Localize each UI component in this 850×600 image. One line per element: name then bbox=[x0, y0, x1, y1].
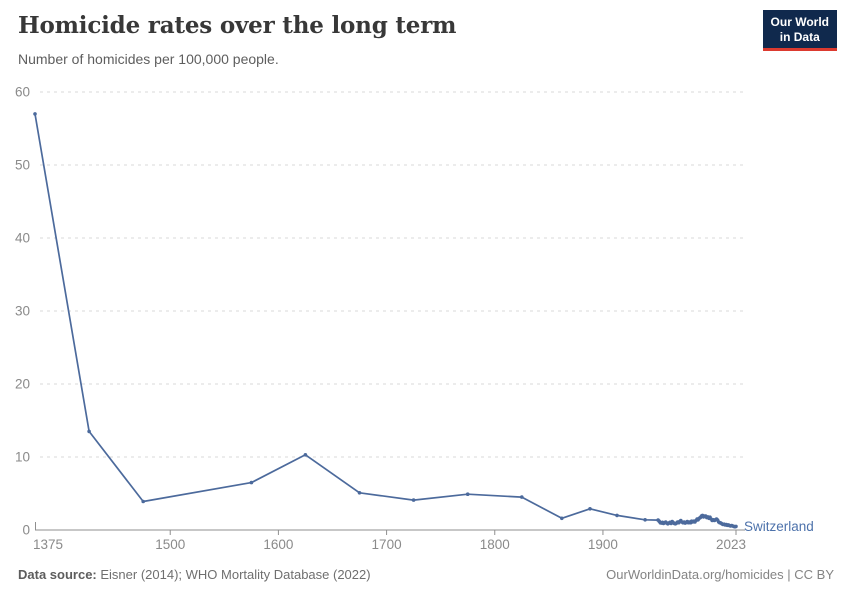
series-end-label-switzerland[interactable]: Switzerland bbox=[744, 519, 814, 534]
data-point[interactable] bbox=[734, 524, 738, 529]
license-credit-link[interactable]: OurWorldinData.org/homicides | CC BY bbox=[606, 567, 834, 582]
data-point[interactable] bbox=[615, 513, 619, 518]
x-tick-label-1375: 1375 bbox=[33, 537, 63, 552]
y-tick-label-30: 30 bbox=[15, 304, 30, 319]
data-point[interactable] bbox=[303, 453, 308, 457]
chart-canvas: 0 10 20 30 40 50 60 1375 1500 1600 1700 1800 1900 202… bbox=[15, 85, 814, 553]
chart-title: Homicide rates over the long term bbox=[18, 12, 457, 39]
x-tick-label-1700: 1700 bbox=[372, 537, 402, 552]
owid-logo-line2: in Data bbox=[779, 30, 820, 44]
data-point[interactable] bbox=[588, 507, 592, 511]
y-tick-label-50: 50 bbox=[15, 158, 30, 173]
chart-footer: Data source: Eisner (2014); WHO Mortalit… bbox=[18, 567, 834, 582]
data-point[interactable] bbox=[141, 499, 145, 504]
data-source-label: Data source: bbox=[18, 567, 97, 582]
data-source-note: Data source: Eisner (2014); WHO Mortalit… bbox=[18, 567, 371, 582]
owid-logo[interactable]: Our World in Data bbox=[762, 10, 837, 51]
data-point[interactable] bbox=[249, 480, 254, 485]
data-point[interactable] bbox=[560, 516, 564, 521]
data-source-text: Eisner (2014); WHO Mortality Database (2… bbox=[96, 567, 371, 582]
y-tick-label-0: 0 bbox=[22, 523, 30, 538]
data-point[interactable] bbox=[520, 495, 524, 499]
y-tick-label-60: 60 bbox=[15, 85, 30, 100]
x-tick-label-1600: 1600 bbox=[263, 537, 293, 552]
x-tick-label-1800: 1800 bbox=[480, 537, 510, 552]
x-tick-label-1900: 1900 bbox=[588, 537, 618, 552]
chart-subtitle: Number of homicides per 100,000 people. bbox=[18, 51, 279, 67]
y-tick-label-10: 10 bbox=[15, 450, 30, 465]
y-tick-label-40: 40 bbox=[15, 231, 30, 246]
data-point[interactable] bbox=[357, 491, 362, 495]
series-line-switzerland[interactable] bbox=[34, 113, 737, 528]
x-tick-label-1500: 1500 bbox=[155, 537, 185, 552]
y-tick-label-20: 20 bbox=[15, 377, 30, 392]
data-point[interactable] bbox=[465, 492, 470, 497]
data-point[interactable] bbox=[643, 518, 647, 522]
data-point[interactable] bbox=[411, 498, 416, 502]
data-point[interactable] bbox=[87, 429, 91, 434]
x-tick-label-2023: 2023 bbox=[716, 537, 746, 552]
data-point[interactable] bbox=[33, 112, 37, 116]
owid-logo-line1: Our World bbox=[770, 15, 829, 29]
